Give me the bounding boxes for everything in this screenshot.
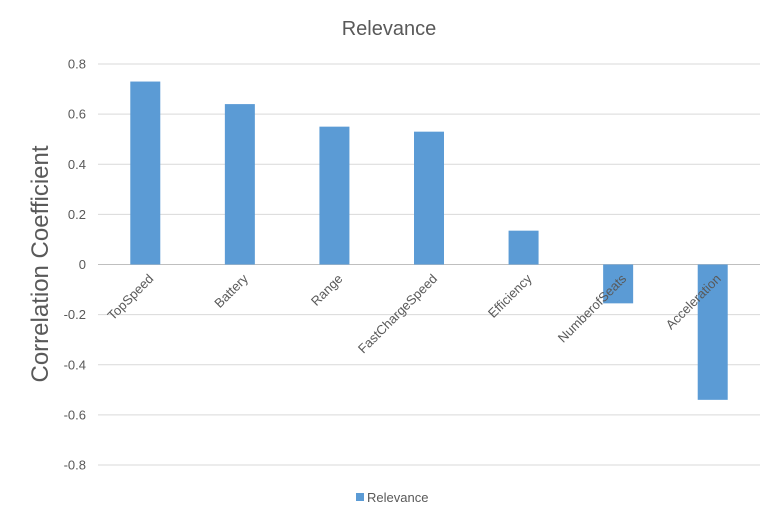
bar-acceleration [697, 264, 728, 400]
category-label: Range [308, 271, 346, 309]
legend-swatch [356, 493, 364, 501]
category-label: FastChargeSpeed [355, 271, 440, 356]
y-tick-label: -0.6 [64, 407, 86, 422]
bars [130, 81, 728, 400]
chart-title: Relevance [342, 18, 437, 40]
y-tick-label: 0 [79, 257, 86, 272]
y-tick-label: -0.2 [64, 307, 86, 322]
y-tick-label: -0.4 [64, 357, 86, 372]
category-label: NumberofSeats [555, 271, 630, 346]
y-tick-label: -0.8 [64, 458, 86, 473]
bar-topspeed [130, 81, 161, 265]
bar-fastchargespeed [414, 131, 444, 265]
legend-label: Relevance [367, 490, 428, 505]
bar-range [319, 126, 350, 265]
y-tick-label: 0.4 [68, 157, 86, 172]
legend: Relevance [356, 490, 428, 505]
category-label: Battery [211, 271, 251, 311]
category-label: TopSpeed [104, 271, 156, 323]
y-tick-label: 0.8 [68, 57, 86, 72]
y-tick-label: 0.6 [68, 107, 86, 122]
bar-battery [224, 104, 255, 265]
y-tick-label: 0.2 [68, 207, 86, 222]
category-label: Efficiency [485, 271, 535, 321]
bar-numberofseats [603, 264, 634, 304]
y-axis-label: Correlation Coefficient [27, 145, 54, 382]
bar-efficiency [508, 230, 539, 265]
y-tick-labels: 0.8 0.6 0.4 0.2 0 -0.2 -0.4 -0.6 -0.8 [64, 57, 86, 473]
